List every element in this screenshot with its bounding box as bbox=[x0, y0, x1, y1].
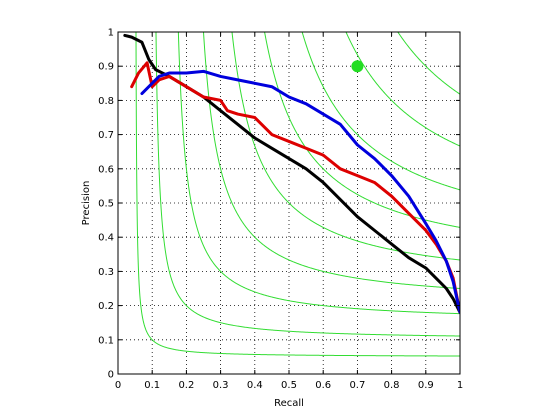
y-tick-label: 0.5 bbox=[98, 199, 114, 210]
y-tick-label: 0.1 bbox=[98, 335, 114, 346]
x-tick-label: 0.8 bbox=[384, 380, 400, 391]
iso-f-contours bbox=[135, 32, 460, 357]
x-tick-label: 0.5 bbox=[281, 380, 297, 391]
marker-layer bbox=[351, 60, 364, 73]
iso-f-contour bbox=[301, 32, 460, 191]
y-axis-label: Precision bbox=[81, 181, 92, 226]
y-tick-label: 0.7 bbox=[98, 130, 114, 141]
x-tick-label: 0.7 bbox=[349, 380, 365, 391]
y-tick-label: 0.4 bbox=[98, 233, 114, 244]
ticks: 0 0.1 0.2 0.3 0.4 0.5 0.6 0.7 0.8 0.9 1 0 0.1 0.2 0.3 0… bbox=[98, 28, 463, 392]
y-tick-label: 1 bbox=[108, 28, 114, 39]
iso-f-contour bbox=[177, 32, 460, 315]
series-line-blue bbox=[140, 69, 460, 314]
iso-f-contour bbox=[155, 32, 460, 337]
iso-f-contour bbox=[345, 32, 460, 147]
iso-f-contour bbox=[397, 32, 460, 95]
series-line-red bbox=[130, 61, 460, 314]
grid bbox=[118, 32, 460, 374]
highlight-point bbox=[351, 60, 364, 73]
x-axis-label: Recall bbox=[274, 398, 304, 409]
x-tick-label: 0.3 bbox=[213, 380, 229, 391]
y-tick-label: 0.9 bbox=[98, 62, 114, 73]
series-line-black bbox=[123, 33, 460, 314]
x-tick-label: 0.4 bbox=[247, 380, 263, 391]
x-tick-label: 0.2 bbox=[178, 380, 194, 391]
x-tick-label: 1 bbox=[457, 380, 463, 391]
y-tick-label: 0.3 bbox=[98, 267, 114, 278]
x-tick-label: 0.6 bbox=[315, 380, 331, 391]
x-tick-label: 0.1 bbox=[144, 380, 160, 391]
series-layer bbox=[123, 33, 460, 314]
y-tick-label: 0.6 bbox=[98, 164, 114, 175]
y-tick-label: 0.8 bbox=[98, 96, 114, 107]
iso-f-contour bbox=[203, 32, 460, 289]
x-tick-label: 0 bbox=[115, 380, 121, 391]
y-tick-label: 0 bbox=[108, 370, 114, 381]
iso-f-contour bbox=[231, 32, 460, 261]
iso-f-contour bbox=[135, 32, 460, 357]
y-tick-label: 0.2 bbox=[98, 301, 114, 312]
x-tick-label: 0.9 bbox=[418, 380, 434, 391]
